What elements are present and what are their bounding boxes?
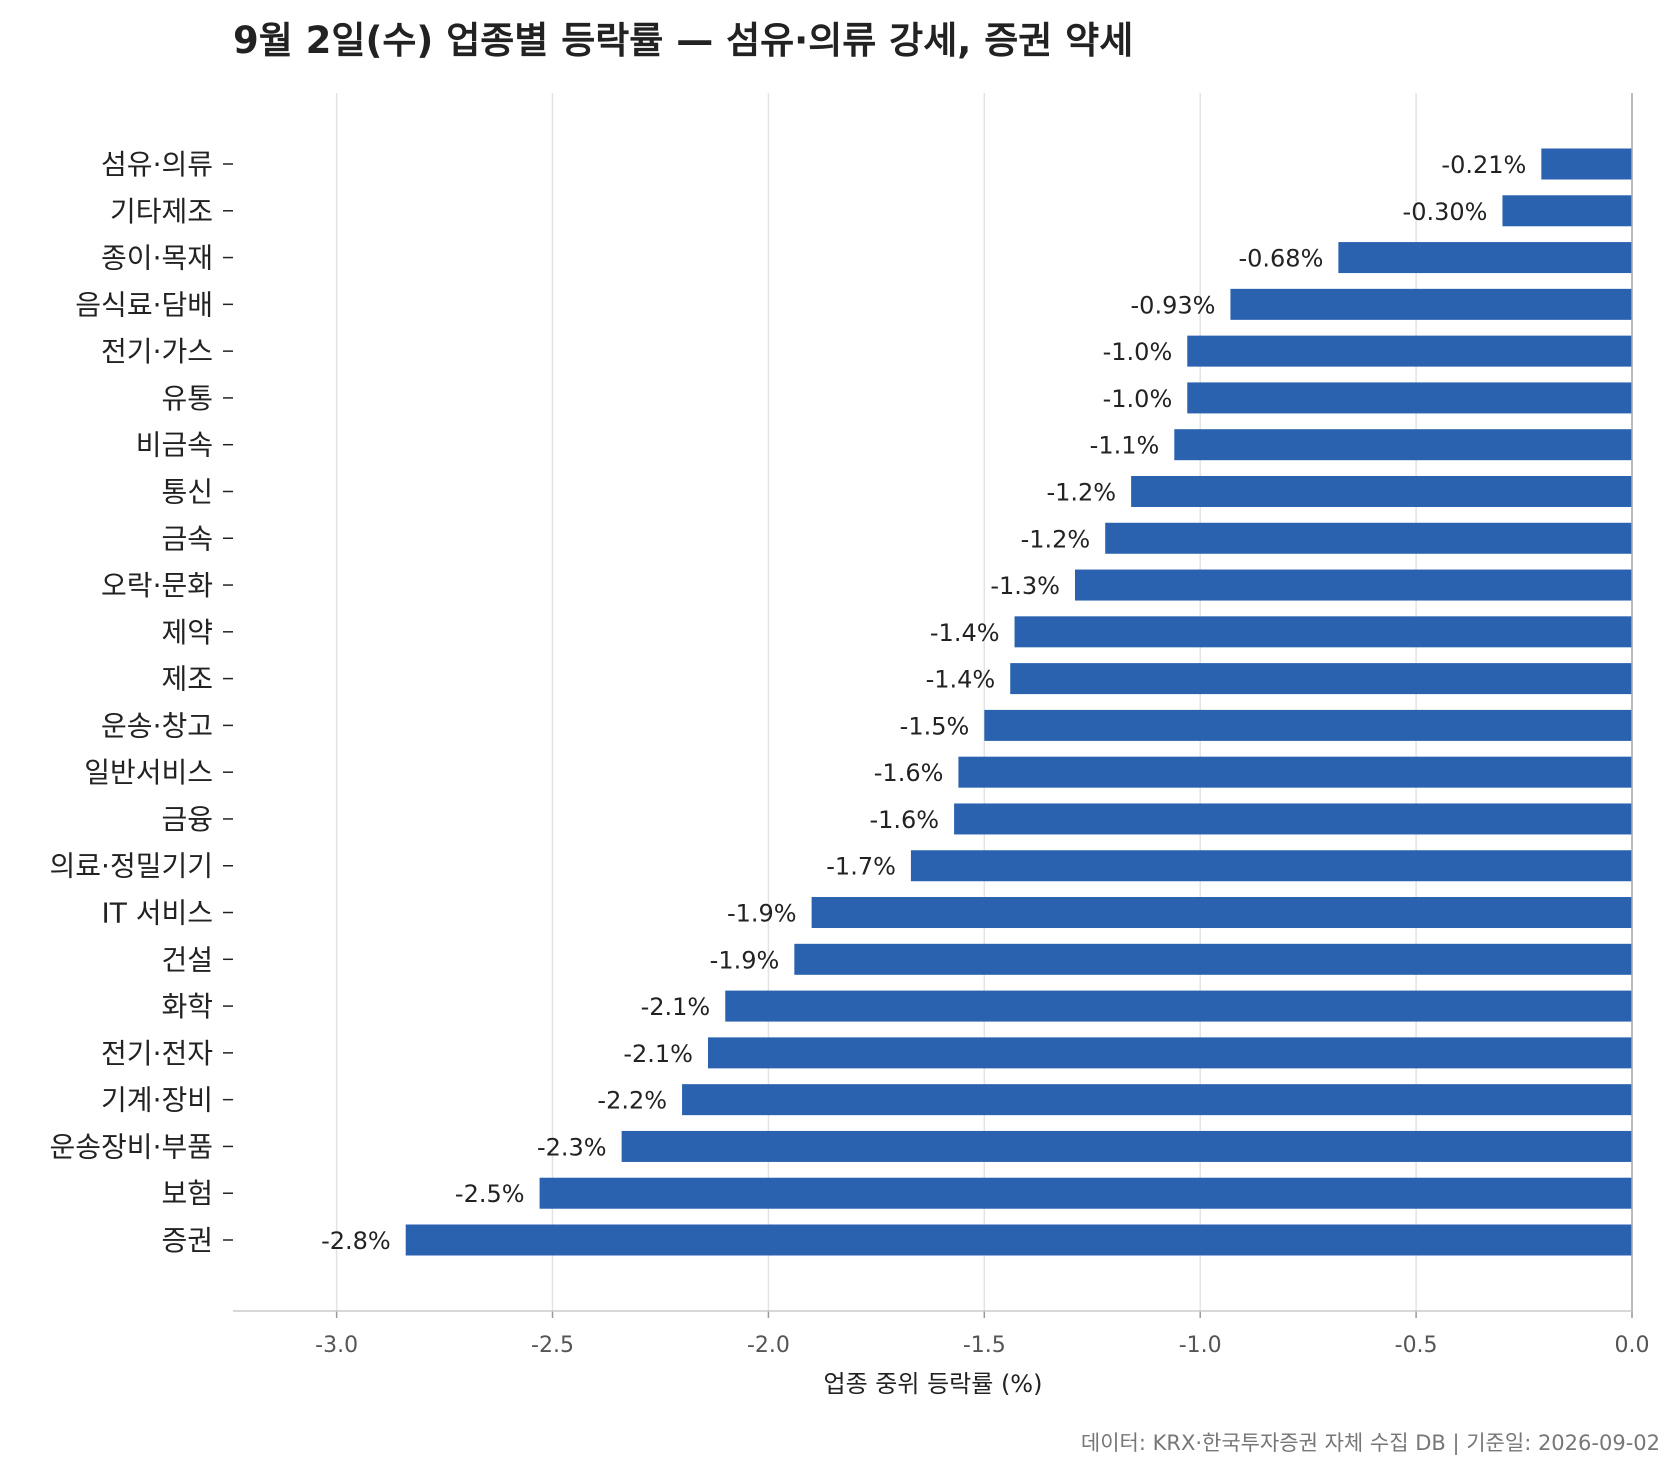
category-label: 운송장비·부품	[50, 1130, 213, 1163]
category-label: 운송·창고	[101, 709, 213, 742]
value-label: -1.3%	[990, 572, 1060, 600]
value-label: -2.2%	[597, 1087, 667, 1115]
value-label: -1.6%	[869, 806, 939, 834]
value-label: -1.2%	[1021, 525, 1091, 553]
value-label: -1.0%	[1103, 338, 1173, 366]
category-label: 기계·장비	[101, 1084, 213, 1117]
value-label: -1.7%	[826, 853, 896, 881]
value-label: -1.0%	[1103, 385, 1173, 413]
category-label: 전기·가스	[101, 335, 213, 368]
x-axis-title: 업종 중위 등락률 (%)	[824, 1370, 1043, 1398]
x-tick-label: -2.0	[747, 1333, 790, 1358]
source-note: 데이터: KRX·한국투자증권 자체 수집 DB | 기준일: 2026-09-…	[1081, 1431, 1660, 1456]
category-label: 유통	[161, 382, 213, 415]
bar	[1010, 663, 1632, 695]
category-label: 제조	[161, 663, 213, 696]
category-label: 오락·문화	[101, 569, 213, 602]
value-label: -1.4%	[926, 666, 996, 694]
value-label: -0.68%	[1238, 245, 1323, 273]
category-label: 비금속	[136, 429, 213, 462]
bar	[682, 1084, 1632, 1116]
category-label: 의료·정밀기기	[50, 850, 213, 883]
category-label: 보험	[161, 1177, 213, 1210]
gridlines	[335, 93, 1633, 1311]
category-label: 제약	[161, 616, 213, 649]
category-label: 전기·전자	[101, 1037, 213, 1070]
labels: -3.0 -2.5 -2.0 -1.5 -1.0 -0.5 0.0 -0.21% 섬유·의류 -0…	[50, 148, 1650, 1358]
bar	[539, 1177, 1632, 1209]
bar	[1187, 335, 1632, 367]
category-label: 음식료·담배	[75, 288, 213, 321]
x-tick-label: -3.0	[315, 1333, 358, 1358]
category-label: 금융	[161, 803, 213, 836]
x-tick-label: -1.0	[1179, 1333, 1222, 1358]
bar	[1174, 429, 1632, 461]
category-label: 기타제조	[110, 195, 213, 228]
bars	[405, 148, 1632, 1256]
category-label: 금속	[161, 522, 213, 555]
bar	[984, 709, 1632, 741]
x-tick-label: -1.5	[963, 1333, 1006, 1358]
category-label: 증권	[161, 1224, 213, 1257]
axes	[223, 93, 1633, 1318]
bar	[405, 1224, 1632, 1256]
bar	[1230, 288, 1632, 320]
value-label: -0.30%	[1403, 198, 1488, 226]
value-label: -1.1%	[1090, 432, 1160, 460]
value-label: -1.4%	[930, 619, 1000, 647]
bar	[1338, 242, 1632, 274]
value-label: -2.8%	[321, 1227, 391, 1255]
bar	[725, 990, 1632, 1022]
bar	[811, 897, 1632, 929]
value-label: -1.6%	[874, 759, 944, 787]
bar	[1074, 569, 1632, 601]
bar	[1541, 148, 1632, 180]
value-label: -2.3%	[537, 1133, 607, 1161]
bar	[1014, 616, 1632, 648]
bar	[1131, 475, 1632, 507]
category-label: 통신	[161, 475, 213, 508]
category-label: 종이·목재	[101, 242, 213, 275]
x-tick-label: -0.5	[1395, 1333, 1438, 1358]
x-tick-label: 0.0	[1615, 1333, 1650, 1358]
bar	[707, 1037, 1632, 1069]
bar	[794, 943, 1632, 975]
value-label: -2.1%	[641, 993, 711, 1021]
value-label: -1.5%	[900, 712, 970, 740]
value-label: -1.2%	[1046, 478, 1116, 506]
value-label: -2.5%	[455, 1180, 525, 1208]
bar	[958, 756, 1632, 788]
bar	[954, 803, 1632, 835]
bar	[621, 1130, 1632, 1162]
value-label: -1.9%	[727, 900, 797, 928]
value-label: -2.1%	[623, 1040, 693, 1068]
category-label: 섬유·의류	[101, 148, 213, 181]
category-label: IT 서비스	[101, 897, 213, 930]
bar	[910, 850, 1632, 882]
category-label: 건설	[161, 943, 213, 976]
bar	[1105, 522, 1632, 554]
value-label: -0.21%	[1441, 151, 1526, 179]
chart-title: 9월 2일(수) 업종별 등락률 — 섬유·의류 강세, 증권 약세	[233, 19, 1133, 62]
value-label: -1.9%	[710, 946, 780, 974]
category-label: 일반서비스	[84, 756, 213, 789]
category-label: 화학	[161, 990, 213, 1023]
bar	[1502, 195, 1632, 227]
value-label: -0.93%	[1131, 291, 1216, 319]
bar	[1187, 382, 1632, 414]
x-tick-label: -2.5	[531, 1333, 574, 1358]
